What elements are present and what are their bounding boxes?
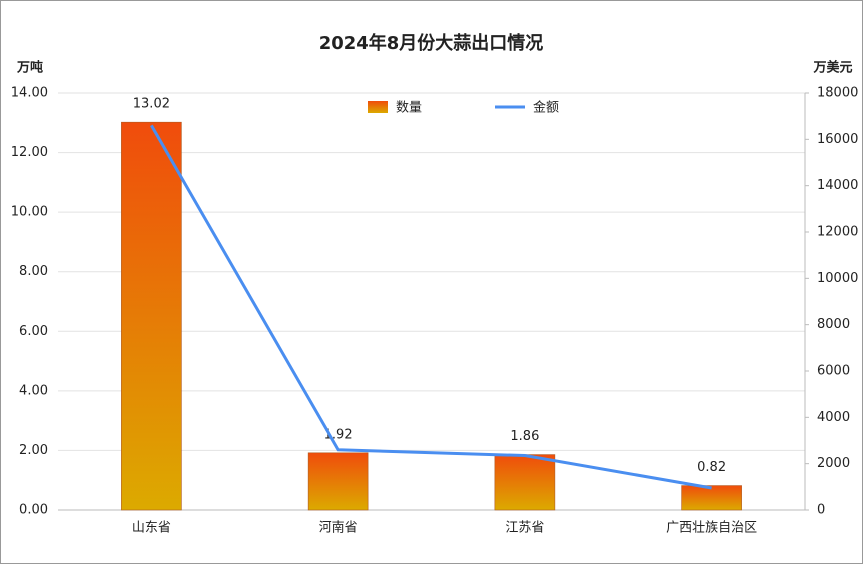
y2-tick-label: 16000 <box>817 132 858 147</box>
y2-tick-label: 12000 <box>817 225 858 240</box>
y-tick-label: 8.00 <box>19 264 48 279</box>
bar <box>681 485 742 511</box>
x-tick-label: 河南省 <box>319 520 358 536</box>
y2-tick-label: 4000 <box>817 410 850 425</box>
x-tick-label: 山东省 <box>132 521 171 536</box>
x-tick-label: 广西壮族自治区 <box>666 520 757 536</box>
legend-swatch <box>368 101 388 113</box>
y2-tick-label: 8000 <box>817 317 850 332</box>
chart-title: 2024年8月份大蒜出口情况 <box>319 32 544 54</box>
y-axis-label: 万吨 <box>16 60 43 76</box>
legend-label: 金额 <box>533 100 559 116</box>
y2-tick-label: 14000 <box>817 178 858 193</box>
y2-tick-label: 6000 <box>817 364 850 379</box>
y2-tick-label: 10000 <box>817 271 858 286</box>
value-label: 13.02 <box>133 97 170 112</box>
y-tick-label: 14.00 <box>11 86 48 101</box>
y2-axis-label: 万美元 <box>812 60 852 76</box>
bar <box>307 452 369 511</box>
value-label: 0.82 <box>697 460 726 475</box>
legend-label: 数量 <box>396 101 422 116</box>
y-tick-label: 0.00 <box>19 503 48 518</box>
value-label: 1.86 <box>510 429 539 444</box>
line <box>150 124 712 490</box>
x-tick-label: 江苏省 <box>505 520 544 536</box>
bar <box>121 121 182 511</box>
y-tick-label: 10.00 <box>11 205 48 220</box>
y-tick-label: 4.00 <box>19 383 48 398</box>
y-tick-label: 6.00 <box>19 324 48 339</box>
bar <box>494 454 556 511</box>
y2-tick-label: 18000 <box>817 86 858 101</box>
y2-tick-label: 2000 <box>817 456 850 471</box>
y-tick-label: 2.00 <box>19 443 48 458</box>
y2-tick-label: 0 <box>817 503 825 518</box>
y-tick-label: 12.00 <box>11 145 48 160</box>
